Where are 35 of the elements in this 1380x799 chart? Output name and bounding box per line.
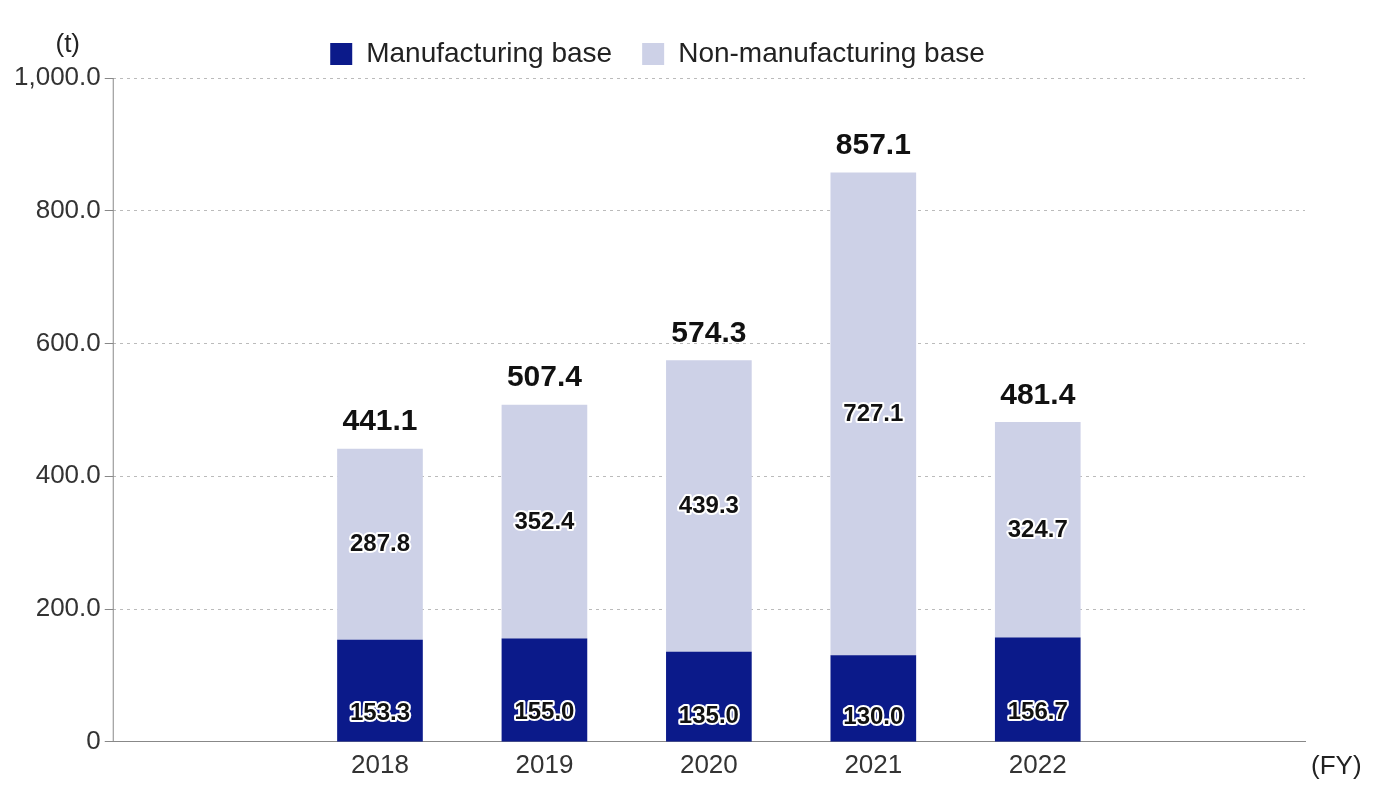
data-label: 156.7 [1007, 696, 1068, 724]
data-label: 439.3 [678, 491, 739, 519]
data-label: 153.3 [349, 697, 411, 725]
total-label: 574.3 [671, 314, 747, 348]
x-tick-label: 2021 [844, 748, 903, 779]
bar [501, 404, 588, 640]
data-label: 287.8 [349, 529, 411, 557]
data-label: 130.0 [843, 701, 904, 729]
x-tick-label: 2018 [351, 748, 409, 779]
total-label: 481.4 [1000, 376, 1076, 410]
y-axis-title: (t) [55, 28, 81, 59]
y-tick-label: 600.0 [35, 326, 101, 357]
legend-label: Non-manufacturing base [678, 36, 985, 68]
total-label: 507.4 [506, 359, 583, 393]
y-tick-label: 200.0 [35, 592, 101, 623]
bar [830, 172, 917, 656]
legend-label: Manufacturing base [366, 36, 613, 68]
data-label: 135.0 [678, 700, 739, 728]
bar [337, 448, 423, 641]
y-tick-label: 400.0 [35, 459, 101, 490]
total-label: 441.1 [342, 403, 418, 437]
data-label: 324.7 [1007, 514, 1068, 542]
text: (FY) [1311, 749, 1362, 780]
x-tick-label: 2020 [679, 748, 738, 779]
data-label: 352.4 [514, 506, 576, 534]
bar [994, 421, 1081, 639]
data-label: 727.1 [843, 398, 904, 426]
y-tick-label: 800.0 [35, 193, 101, 224]
x-tick-label: 2022 [1008, 748, 1067, 779]
data-label: 155.0 [514, 697, 575, 725]
bar [666, 360, 752, 653]
x-tick-label: 2019 [515, 748, 574, 779]
y-tick-label: 1,000.0 [14, 61, 101, 92]
total-label: 857.1 [835, 127, 911, 161]
y-tick-label: 0 [86, 724, 101, 755]
